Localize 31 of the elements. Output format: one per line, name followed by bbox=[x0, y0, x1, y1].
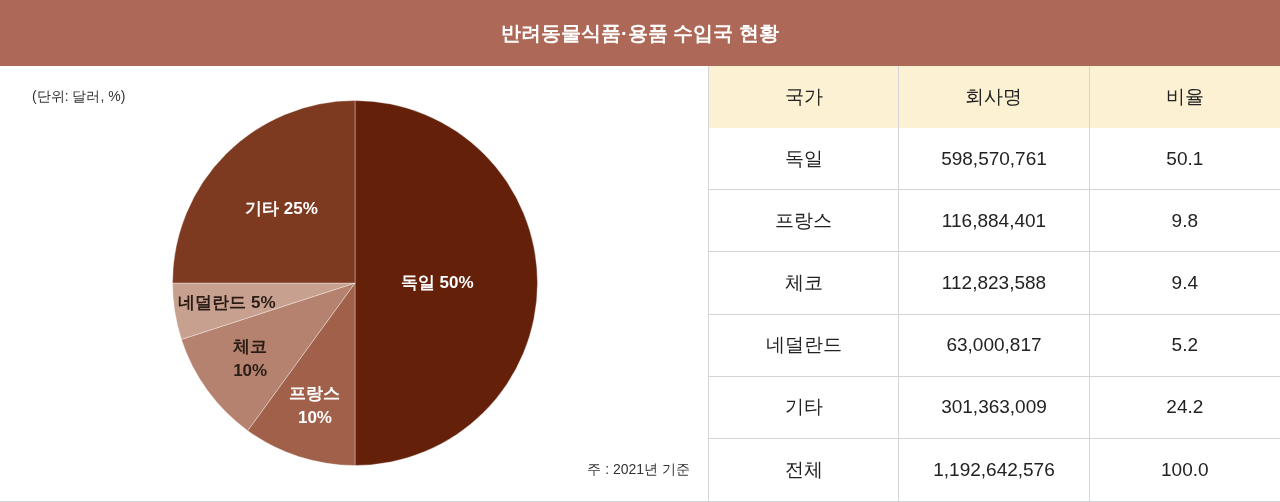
data-label: 116,884,401 bbox=[899, 190, 1090, 253]
slice-label: 기타 25% bbox=[245, 199, 318, 219]
data-label: 5.2 bbox=[1089, 314, 1280, 377]
data-label: 10% bbox=[233, 360, 268, 380]
data-label: 50.1 bbox=[1089, 128, 1280, 191]
text: 비율 bbox=[1089, 66, 1280, 129]
category-label: 독일 bbox=[709, 128, 900, 191]
data-label: 112,823,588 bbox=[899, 252, 1090, 315]
category-label: 프랑스 bbox=[709, 190, 900, 253]
data-label: 598,570,761 bbox=[899, 128, 1090, 191]
data-label: 100.0 bbox=[1160, 457, 1210, 482]
data-label: 24.2 bbox=[1089, 376, 1280, 439]
data-label: 1,192,642,576 bbox=[899, 438, 1090, 501]
text: (단위: 달러, %) bbox=[32, 88, 126, 106]
data-label: 10% bbox=[297, 407, 332, 427]
slice-label: 네덜란드 5% bbox=[178, 292, 276, 312]
text: 주 : 2021년 기준 bbox=[587, 461, 690, 479]
text: 반려동물식품·용품 수입국 현황 bbox=[501, 20, 779, 46]
data-label: 9.8 bbox=[1089, 190, 1280, 253]
data-label: 63,000,817 bbox=[899, 314, 1090, 377]
category-label: 체코 bbox=[709, 252, 900, 315]
text: 회사명 bbox=[899, 66, 1090, 129]
slice-label: 체코 bbox=[232, 336, 268, 356]
data-label: 301,363,009 bbox=[899, 376, 1090, 439]
text: 국가 bbox=[709, 66, 900, 129]
category-label: 기타 bbox=[709, 376, 900, 439]
slice-label: 독일 50% bbox=[400, 272, 474, 292]
category-label: 전체 bbox=[709, 438, 900, 501]
data-label: 9.4 bbox=[1089, 252, 1280, 315]
category-label: 네덜란드 bbox=[709, 314, 900, 377]
slice-label: 프랑스 bbox=[289, 383, 341, 403]
